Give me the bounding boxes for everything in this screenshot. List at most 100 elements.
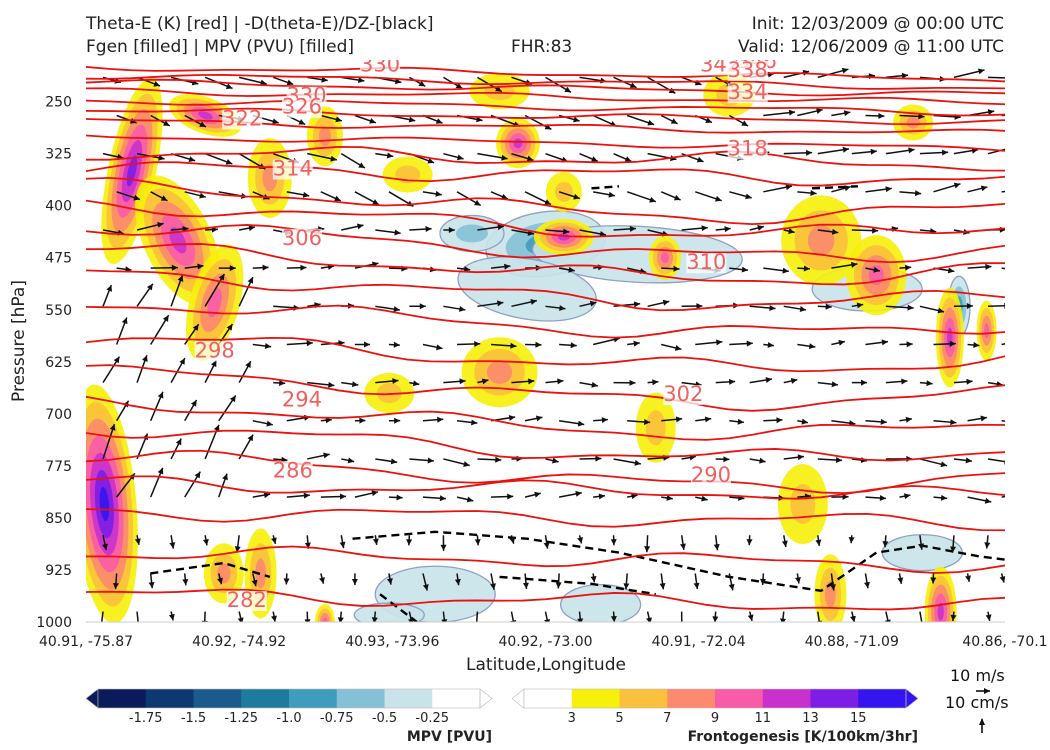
wind-arrow-head [247, 434, 254, 442]
wind-arrow-head [263, 492, 271, 499]
wind-arrow [320, 191, 342, 202]
y-axis-label: Pressure [hPa] [9, 280, 29, 402]
wind-arrow-head [1026, 111, 1032, 117]
wind-arrow [456, 496, 474, 503]
wind-arrow-head [980, 415, 987, 422]
wind-arrow-head [330, 155, 337, 162]
wind-arrow-head [190, 399, 197, 407]
wind-arrow-head [454, 578, 461, 586]
x-axis-label: Latitude,Longitude [466, 655, 626, 675]
wind-arrow-head [1022, 187, 1028, 193]
wind-arrow-shaft [204, 273, 226, 307]
wind-arrow-shaft [544, 611, 549, 622]
field-blob [906, 116, 920, 129]
wind-arrow [919, 611, 923, 622]
wind-arrow [204, 360, 217, 383]
wind-arrow [511, 378, 535, 385]
wind-arrow [375, 378, 399, 385]
wind-arrow-head [662, 299, 670, 306]
wind-arrow [1001, 340, 1015, 346]
wind-arrow [899, 493, 911, 500]
wind-arrow-head [984, 497, 992, 504]
wind-arrow-head [903, 493, 911, 500]
wind-arrow-head [838, 339, 845, 346]
wind-arrow-head [590, 576, 597, 583]
wind-arrow-head [412, 380, 420, 387]
mpv-colorbar-tick-label: -0.25 [415, 711, 449, 726]
wind-arrow-head [160, 195, 168, 201]
fgen-colorbar-swatch [571, 689, 620, 708]
wind-arrow [613, 379, 636, 386]
wind-arrow [919, 149, 949, 156]
fgen-colorbar-tick-label: 15 [850, 711, 867, 726]
wind-arrow-head [781, 540, 788, 547]
wind-arrow [933, 340, 956, 347]
wind-arrow-head [713, 544, 720, 551]
theta-e-isoline [86, 429, 1005, 462]
wind-arrow-head [673, 265, 680, 272]
wind-arrow [817, 381, 838, 388]
wind-arrow-head [937, 307, 945, 314]
wind-arrow [524, 415, 543, 422]
wind-arrow [490, 263, 511, 270]
wind-arrow-head [801, 418, 808, 425]
wind-arrow-head [610, 539, 617, 546]
wind-arrow-head [283, 578, 290, 585]
wind-arrow [409, 226, 432, 233]
wind-arrow [897, 573, 904, 584]
wind-arrow-head [724, 226, 731, 233]
wind-arrow [695, 495, 708, 502]
wind-arrow-head [652, 379, 659, 386]
wind-arrow-head [304, 619, 311, 622]
wind-arrow [1001, 420, 1005, 422]
wind-arrow-head [848, 536, 855, 544]
wind-arrow [545, 457, 559, 464]
wind-arrow-head [633, 301, 641, 308]
wind-arrow-head [568, 266, 575, 273]
wind-arrow-head [918, 543, 925, 550]
mpv-colorbar-tick-label: -1.75 [129, 711, 163, 726]
mpv-colorbar-tick-label: -1.5 [181, 711, 206, 726]
wind-arrow-head [573, 193, 580, 200]
wind-arrow-head [192, 324, 199, 331]
theta-e-isoline [86, 74, 1005, 90]
wind-arrow-head [490, 583, 496, 590]
wind-arrow-head [831, 381, 838, 388]
wind-arrow [661, 343, 682, 351]
wind-arrow-head [386, 578, 393, 585]
x-tick-label: 40.91, -75.87 [39, 634, 133, 650]
wind-arrow-head [1009, 340, 1015, 346]
wind-arrow-head [728, 583, 735, 591]
wind-arrow [477, 224, 504, 231]
wind-arrow [116, 191, 141, 201]
theta-e-contour-label: 302 [663, 382, 703, 406]
wind-arrow-head [757, 225, 764, 231]
wind-arrow [475, 611, 479, 622]
wind-arrow [422, 190, 442, 197]
theta-e-contour-label: 334 [728, 80, 768, 104]
fgen-colorbar-swatch [524, 689, 573, 708]
wind-arrow [320, 493, 347, 500]
contour-label-bg [360, 60, 401, 76]
wind-arrow [559, 342, 577, 349]
wind-arrow [252, 343, 272, 350]
title-left-line-1: Theta-E (K) [red] | -D(theta-E)/DZ-[blac… [86, 14, 434, 34]
wind-arrow [150, 314, 170, 345]
wind-arrow-head [435, 190, 442, 197]
wind-arrow [797, 343, 816, 350]
wind-arrow-head [522, 582, 529, 589]
wind-arrow [319, 573, 325, 584]
wind-arrow-head [112, 582, 119, 590]
wind-arrow [680, 611, 683, 622]
wind-arrow [950, 535, 957, 553]
wind-arrow [661, 265, 680, 272]
wind-arrow [184, 263, 204, 270]
wind-arrow [967, 185, 988, 193]
wind-arrow-head [806, 149, 813, 156]
wind-arrow-head [712, 616, 719, 622]
wind-arrow-head [704, 416, 712, 423]
wind-arrow [749, 304, 776, 311]
frontogenesis-colorbar-label: Frontogenesis [K/100km/3hr] [688, 729, 918, 745]
contour-label-bg [690, 466, 731, 487]
wind-arrow [933, 494, 948, 501]
